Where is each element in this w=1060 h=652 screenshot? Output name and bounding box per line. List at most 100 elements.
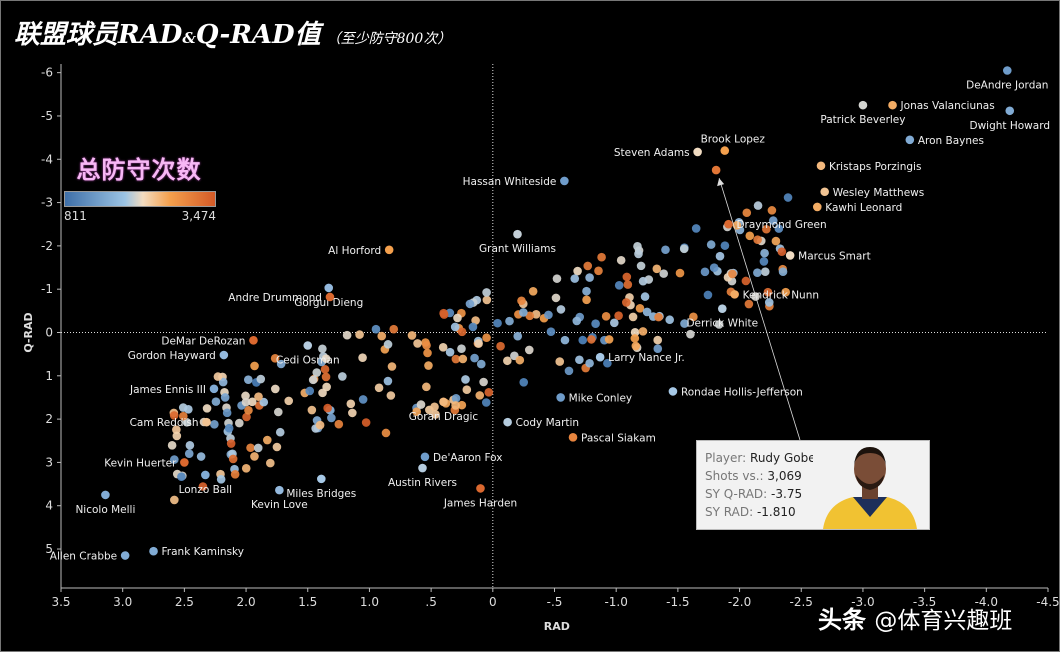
scatter-point bbox=[774, 224, 784, 233]
scatter-point bbox=[556, 305, 566, 314]
scatter-point bbox=[513, 229, 522, 239]
scatter-point bbox=[216, 474, 226, 484]
y-tick-label: -3 bbox=[41, 196, 53, 210]
x-tick-label: 0 bbox=[489, 595, 497, 609]
scatter-point bbox=[430, 402, 439, 412]
scatter-point bbox=[241, 464, 251, 473]
scatter-point bbox=[457, 400, 467, 410]
scatter-point bbox=[560, 176, 569, 186]
scatter-point bbox=[905, 135, 915, 145]
scatter-point bbox=[346, 399, 356, 409]
x-axis-title: RAD bbox=[544, 620, 570, 633]
x-tick-label: .5 bbox=[425, 595, 436, 609]
scatter-point bbox=[383, 376, 393, 386]
point-label: Larry Nance Jr. bbox=[608, 352, 685, 364]
scatter-point bbox=[597, 252, 606, 262]
scatter-point bbox=[249, 335, 258, 345]
scatter-point bbox=[709, 263, 719, 272]
scatter-point bbox=[604, 335, 614, 344]
scatter-point bbox=[531, 310, 541, 319]
scatter-point bbox=[272, 442, 282, 452]
scatter-point bbox=[420, 452, 430, 462]
point-label: Rondae Hollis-Jefferson bbox=[681, 386, 803, 398]
scatter-point bbox=[342, 330, 352, 340]
scatter-point bbox=[355, 330, 364, 339]
tooltip-leader-line bbox=[718, 177, 801, 441]
scatter-point bbox=[525, 311, 535, 321]
scatter-point bbox=[462, 385, 472, 395]
scatter-point bbox=[412, 407, 421, 416]
scatter-point bbox=[622, 298, 631, 307]
scatter-point bbox=[564, 366, 574, 376]
legend-gradient-bar bbox=[64, 191, 216, 207]
y-tick-label: 2 bbox=[45, 412, 53, 426]
scatter-point bbox=[170, 495, 179, 505]
scatter-point bbox=[546, 327, 556, 336]
scatter-point bbox=[635, 304, 645, 313]
scatter-point bbox=[471, 316, 480, 325]
scatter-point bbox=[595, 352, 605, 362]
scatter-point bbox=[338, 372, 347, 381]
scatter-point bbox=[552, 274, 562, 283]
y-tick-label: -4 bbox=[41, 152, 53, 166]
scatter-point bbox=[185, 441, 195, 450]
y-tick-label: -6 bbox=[41, 66, 53, 80]
scatter-point bbox=[275, 485, 284, 495]
scatter-point bbox=[582, 295, 591, 305]
scatter-point bbox=[468, 322, 478, 332]
scatter-point bbox=[167, 441, 177, 450]
scatter-point bbox=[253, 443, 263, 453]
scatter-point bbox=[585, 273, 594, 282]
scatter-point bbox=[220, 393, 230, 402]
scatter-point bbox=[470, 353, 479, 363]
scatter-point bbox=[633, 241, 642, 251]
scatter-point bbox=[744, 299, 754, 309]
scatter-point bbox=[594, 266, 603, 276]
scatter-point bbox=[812, 202, 822, 212]
point-label: Gorgui Dieng bbox=[294, 297, 363, 309]
point-label: Miles Bridges bbox=[286, 488, 356, 500]
scatter-point bbox=[760, 248, 769, 258]
scatter-point bbox=[244, 375, 253, 384]
scatter-point bbox=[323, 403, 332, 413]
y-tick-label: 3 bbox=[45, 455, 53, 469]
scatter-point bbox=[686, 329, 695, 339]
point-label: Lonzo Ball bbox=[179, 484, 233, 496]
scatter-point bbox=[422, 382, 431, 392]
point-label: Kawhi Leonard bbox=[825, 202, 902, 214]
scatter-point bbox=[270, 353, 280, 363]
scatter-point bbox=[348, 408, 357, 418]
legend-max: 3,474 bbox=[181, 209, 216, 223]
chart-title: 联盟球员RAD&Q-RAD值 （至少防守800次） bbox=[14, 20, 452, 50]
point-label: Kendrick Nunn bbox=[743, 289, 819, 301]
scatter-point bbox=[334, 419, 344, 429]
scatter-point bbox=[180, 458, 189, 467]
scatter-point bbox=[230, 470, 240, 479]
scatter-point bbox=[213, 372, 223, 381]
scatter-point bbox=[642, 307, 652, 317]
scatter-point bbox=[377, 331, 387, 341]
point-label: Grant Williams bbox=[479, 243, 556, 255]
scatter-point bbox=[202, 404, 212, 413]
scatter-point bbox=[778, 267, 788, 276]
scatter-point bbox=[284, 396, 294, 406]
scatter-point bbox=[383, 340, 393, 349]
scatter-point bbox=[387, 362, 397, 371]
scatter-point bbox=[634, 249, 643, 259]
scatter-point bbox=[767, 206, 777, 215]
scatter-point bbox=[241, 397, 251, 407]
tooltip-player-key: Player: bbox=[705, 451, 747, 465]
scatter-point bbox=[179, 411, 188, 421]
scatter-point bbox=[764, 298, 774, 307]
scatter-point bbox=[753, 201, 763, 210]
scatter-point bbox=[418, 463, 427, 473]
scatter-point bbox=[226, 439, 236, 448]
scatter-point bbox=[572, 316, 582, 326]
scatter-point bbox=[703, 290, 713, 300]
scatter-point bbox=[222, 408, 232, 418]
point-label: Wesley Matthews bbox=[833, 187, 925, 199]
point-label: Draymond Green bbox=[736, 219, 826, 231]
scatter-point bbox=[753, 235, 762, 245]
x-tick-label: -1.5 bbox=[666, 595, 689, 609]
tooltip-shots-key: Shots vs.: bbox=[705, 469, 764, 483]
